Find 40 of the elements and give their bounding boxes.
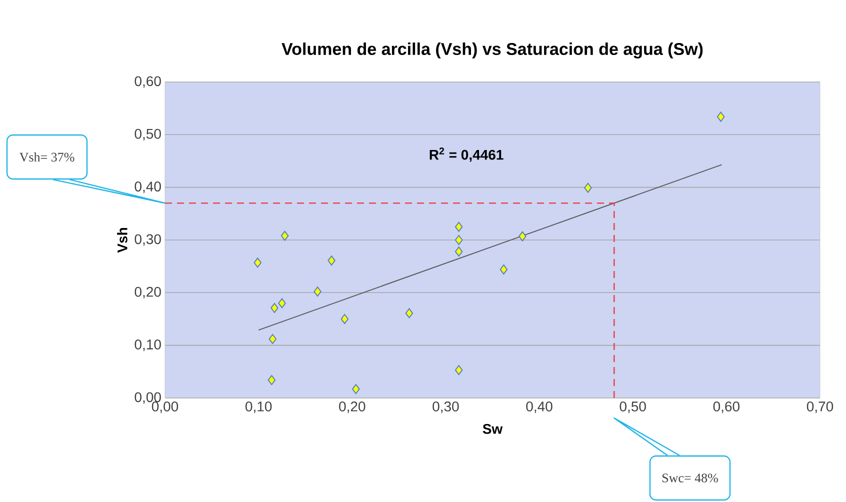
point (268, 334, 276, 344)
x-tick-label: 0,70 (806, 402, 834, 414)
point (454, 234, 463, 245)
y-tick-label: 0,40 (134, 182, 161, 194)
text: Swc= 48% (662, 474, 718, 482)
x-tick-label: 0,30 (432, 402, 459, 414)
y-tick-label: 0,10 (134, 340, 161, 352)
chart-title: Volumen de arcilla (Vsh) vs Saturacion de agua (Sw) (282, 42, 703, 58)
y-tick-label: 0,00 (134, 392, 161, 404)
point (278, 298, 286, 308)
point (454, 246, 463, 257)
point (405, 308, 414, 318)
text: Vsh= 37% (19, 152, 74, 162)
point (280, 230, 289, 241)
point (254, 258, 262, 268)
y-axis-title: Vsh (117, 228, 128, 253)
point (268, 375, 276, 386)
x-tick-label: 0,20 (339, 402, 366, 414)
point (340, 314, 349, 324)
x-tick-label: 0,00 (152, 402, 178, 414)
x-tick-label: 0,60 (713, 402, 740, 414)
point (716, 112, 725, 122)
point (454, 365, 463, 376)
point (352, 384, 360, 394)
x-tick-label: 0,10 (246, 402, 272, 414)
point (328, 256, 336, 266)
point (518, 231, 526, 242)
point (500, 264, 508, 274)
y-tick-label: 0,60 (134, 76, 161, 88)
point (584, 182, 592, 193)
y-tick-label: 0,30 (134, 234, 161, 246)
x-axis-title: Sw (482, 424, 503, 434)
y-tick-label: 0,50 (134, 128, 161, 140)
y-tick-label: 0,20 (134, 286, 161, 298)
x-tick-label: 0,50 (620, 402, 646, 414)
x-tick-label: 0,40 (526, 402, 552, 414)
point (270, 302, 278, 313)
point (314, 286, 322, 297)
annotation: R$^{2}$ = 0,4461 (430, 148, 504, 162)
point (454, 222, 463, 232)
